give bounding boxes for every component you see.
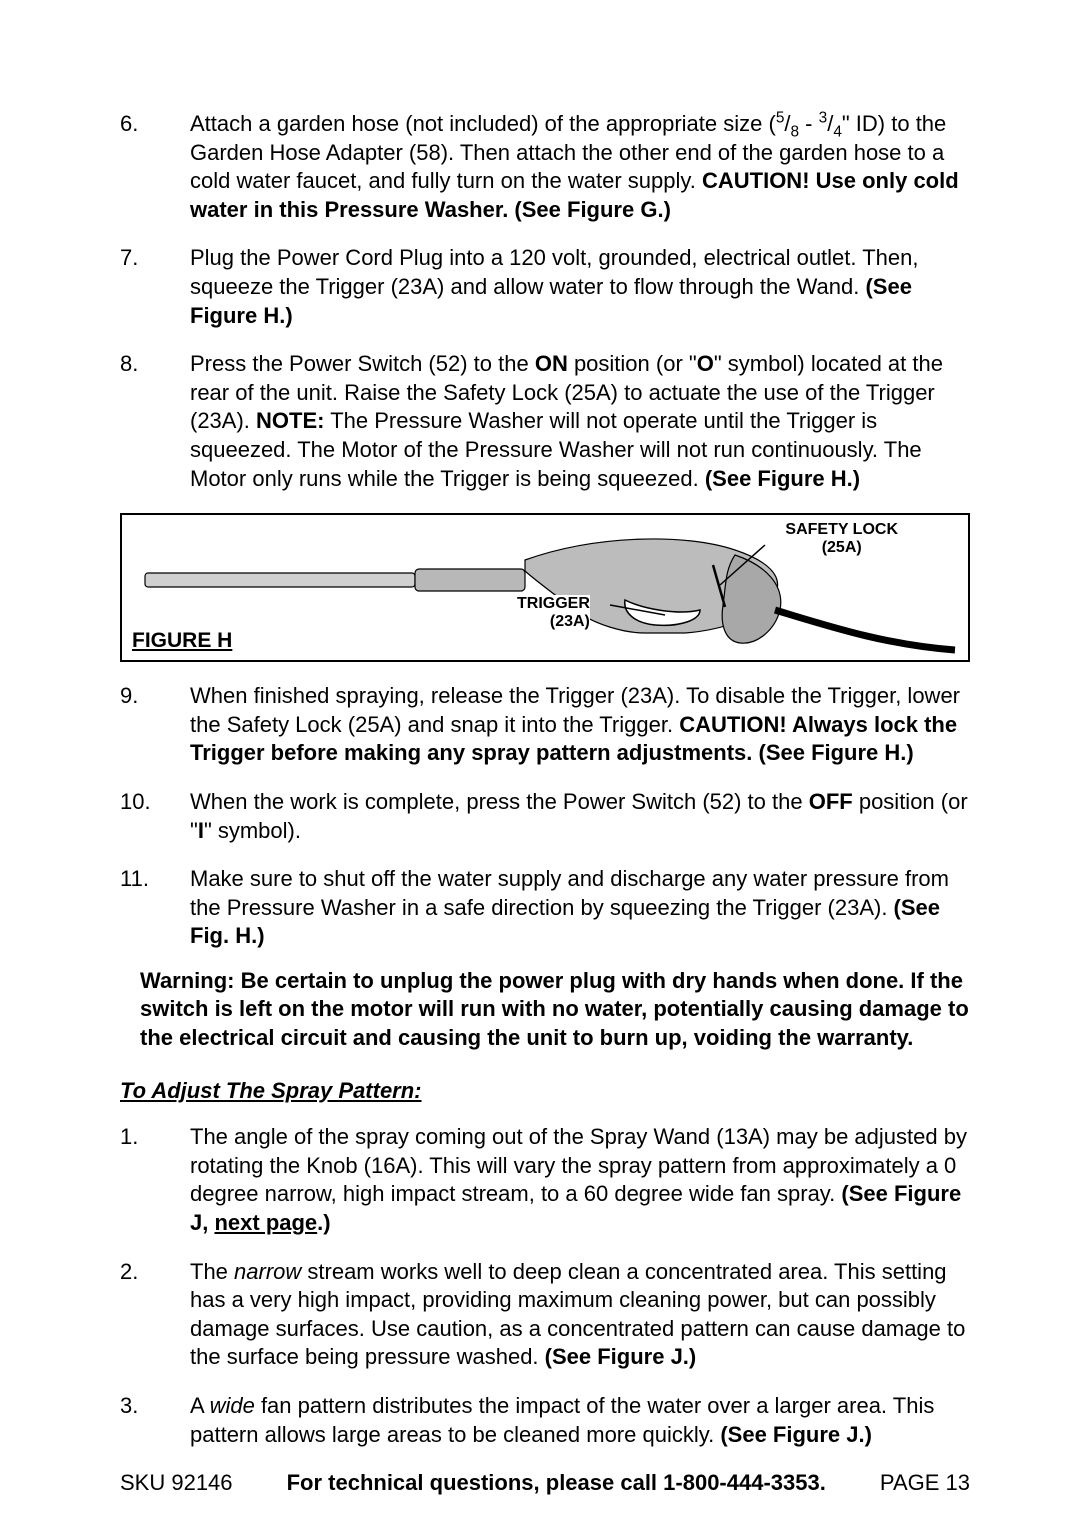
step-item: 9.When finished spraying, release the Tr… xyxy=(120,682,970,768)
step-number: 7. xyxy=(120,244,190,330)
warning-text: Warning: Be certain to unplug the power … xyxy=(140,967,970,1053)
step-body: When finished spraying, release the Trig… xyxy=(190,682,970,768)
step-body: Attach a garden hose (not included) of t… xyxy=(190,110,970,224)
steps-mid: 9.When finished spraying, release the Tr… xyxy=(120,682,970,951)
section-title: To Adjust The Spray Pattern: xyxy=(120,1077,970,1106)
step-item: 1.The angle of the spray coming out of t… xyxy=(120,1123,970,1237)
step-number: 1. xyxy=(120,1123,190,1237)
steps-bottom: 1.The angle of the spray coming out of t… xyxy=(120,1123,970,1449)
callout-trigger-l2: (23A) xyxy=(550,613,590,630)
step-number: 8. xyxy=(120,350,190,493)
footer-support: For technical questions, please call 1-8… xyxy=(287,1469,826,1498)
footer-page: PAGE 13 xyxy=(880,1469,970,1498)
step-item: 11.Make sure to shut off the water suppl… xyxy=(120,865,970,951)
callout-trigger: TRIGGER (23A) xyxy=(517,595,590,630)
step-item: 10.When the work is complete, press the … xyxy=(120,788,970,845)
step-number: 3. xyxy=(120,1392,190,1449)
step-item: 6.Attach a garden hose (not included) of… xyxy=(120,110,970,224)
footer-sku: SKU 92146 xyxy=(120,1469,233,1498)
step-number: 2. xyxy=(120,1258,190,1372)
step-item: 3.A wide fan pattern distributes the imp… xyxy=(120,1392,970,1449)
step-body: A wide fan pattern distributes the impac… xyxy=(190,1392,970,1449)
footer: SKU 92146 For technical questions, pleas… xyxy=(120,1469,970,1498)
step-number: 11. xyxy=(120,865,190,951)
step-item: 8.Press the Power Switch (52) to the ON … xyxy=(120,350,970,493)
figure-h: TRIGGER (23A) SAFETY LOCK (25A) FIGURE H xyxy=(120,513,970,662)
step-item: 2.The narrow stream works well to deep c… xyxy=(120,1258,970,1372)
step-body: When the work is complete, press the Pow… xyxy=(190,788,970,845)
callout-safety-l2: (25A) xyxy=(822,539,862,556)
step-body: Plug the Power Cord Plug into a 120 volt… xyxy=(190,244,970,330)
callout-safety: SAFETY LOCK (25A) xyxy=(785,521,898,556)
steps-top: 6.Attach a garden hose (not included) of… xyxy=(120,110,970,493)
step-body: The narrow stream works well to deep cle… xyxy=(190,1258,970,1372)
callout-trigger-l1: TRIGGER xyxy=(517,595,590,612)
step-number: 6. xyxy=(120,110,190,224)
step-body: Press the Power Switch (52) to the ON po… xyxy=(190,350,970,493)
step-body: Make sure to shut off the water supply a… xyxy=(190,865,970,951)
step-body: The angle of the spray coming out of the… xyxy=(190,1123,970,1237)
step-item: 7.Plug the Power Cord Plug into a 120 vo… xyxy=(120,244,970,330)
figure-h-label: FIGURE H xyxy=(132,627,232,654)
step-number: 9. xyxy=(120,682,190,768)
page: 6.Attach a garden hose (not included) of… xyxy=(0,0,1080,1538)
step-number: 10. xyxy=(120,788,190,845)
callout-safety-l1: SAFETY LOCK xyxy=(785,521,898,538)
